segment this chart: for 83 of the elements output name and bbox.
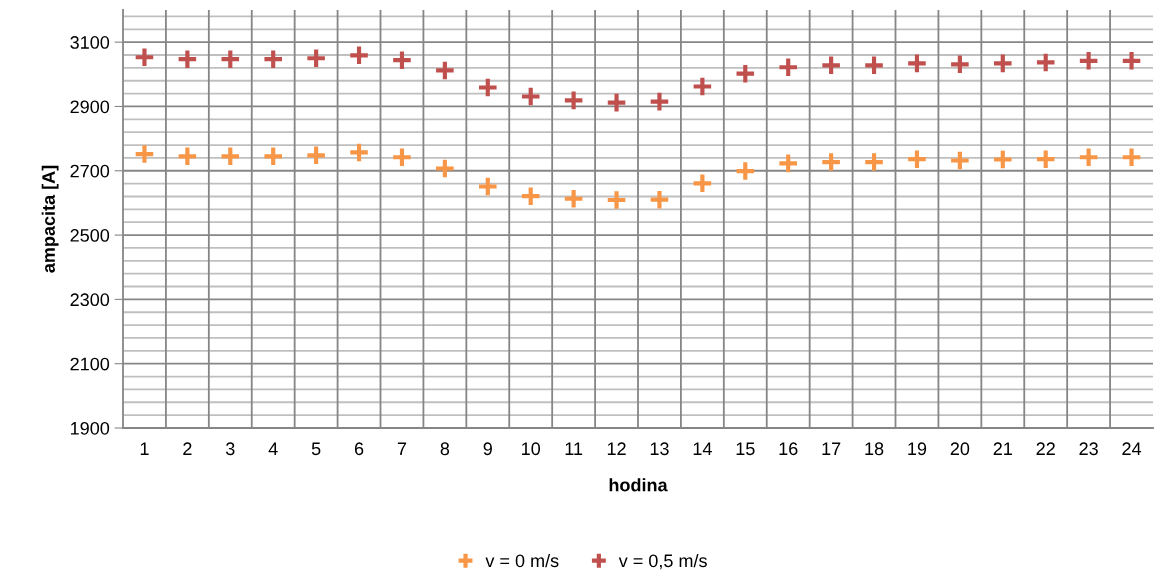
legend-label: v = 0,5 m/s xyxy=(618,553,707,570)
y-tick-label: 2300 xyxy=(70,293,110,307)
x-tick-label: 3 xyxy=(225,442,235,456)
x-tick-label: 19 xyxy=(908,442,927,456)
x-tick-label: 5 xyxy=(311,442,321,456)
point xyxy=(219,145,242,168)
point xyxy=(391,146,413,169)
x-tick-label: 2 xyxy=(183,442,192,455)
point xyxy=(820,54,842,77)
y-axis-title: ampacita [A] xyxy=(41,165,59,273)
point xyxy=(562,187,585,210)
y-tick-label: 1900 xyxy=(71,421,110,435)
x-tick-label: 1 xyxy=(140,442,149,455)
point xyxy=(562,89,585,112)
point xyxy=(1034,148,1057,171)
point xyxy=(991,52,1014,75)
point xyxy=(305,144,327,167)
point xyxy=(906,148,928,171)
point xyxy=(777,56,800,79)
point xyxy=(605,189,628,211)
point xyxy=(348,44,370,67)
point xyxy=(133,46,156,69)
point xyxy=(734,62,757,85)
point xyxy=(906,52,928,75)
point xyxy=(1034,51,1057,74)
x-tick-label: 12 xyxy=(607,442,626,455)
x-tick-label: 18 xyxy=(865,442,884,456)
point xyxy=(262,48,285,71)
x-tick-label: 6 xyxy=(354,442,364,456)
x-tick-label: 13 xyxy=(650,442,669,456)
point xyxy=(1120,146,1143,169)
x-tick-label: 23 xyxy=(1079,442,1098,456)
y-tick-label: 2900 xyxy=(70,100,110,114)
point xyxy=(262,145,285,168)
point xyxy=(305,47,327,70)
point xyxy=(648,188,671,211)
point xyxy=(176,145,199,168)
point xyxy=(691,172,714,195)
x-tick-label: 8 xyxy=(440,442,450,456)
point xyxy=(863,151,885,173)
x-tick-label: 16 xyxy=(779,442,798,456)
point xyxy=(1120,49,1143,72)
y-tick-label: 2500 xyxy=(70,229,110,242)
point xyxy=(648,90,671,113)
legend-label: v = 0 m/s xyxy=(485,553,559,568)
point xyxy=(348,141,370,164)
x-tick-label: 10 xyxy=(522,442,541,456)
y-tick-label: 3100 xyxy=(70,36,110,49)
x-tick-label: 15 xyxy=(736,442,755,456)
x-axis-title: hodina xyxy=(609,478,668,492)
x-tick-label: 20 xyxy=(950,442,970,456)
point xyxy=(476,175,499,198)
point xyxy=(734,160,757,182)
x-tick-label: 17 xyxy=(822,442,841,455)
y-tick-label: 2100 xyxy=(70,357,110,371)
point xyxy=(476,76,499,99)
point xyxy=(949,53,971,76)
point xyxy=(434,157,456,180)
point xyxy=(691,75,714,98)
x-tick-label: 14 xyxy=(693,442,712,455)
point xyxy=(219,48,242,71)
point xyxy=(605,91,628,114)
point xyxy=(820,151,842,173)
point xyxy=(1077,146,1100,169)
point xyxy=(949,149,971,172)
x-tick-label: 11 xyxy=(565,442,583,455)
x-tick-label: 4 xyxy=(268,442,278,455)
x-tick-label: 7 xyxy=(397,442,407,455)
x-tick-label: 22 xyxy=(1036,442,1055,455)
y-tick-label: 2700 xyxy=(70,164,110,178)
point xyxy=(777,152,800,175)
point xyxy=(391,49,413,72)
point xyxy=(133,143,156,165)
point xyxy=(1077,49,1100,72)
point xyxy=(519,85,542,108)
x-tick-label: 24 xyxy=(1122,442,1142,455)
point xyxy=(991,148,1014,171)
point xyxy=(863,54,885,77)
point xyxy=(176,48,199,71)
point xyxy=(519,185,542,208)
x-tick-label: 21 xyxy=(993,442,1012,455)
x-tick-label: 9 xyxy=(483,442,492,456)
point xyxy=(434,59,456,82)
